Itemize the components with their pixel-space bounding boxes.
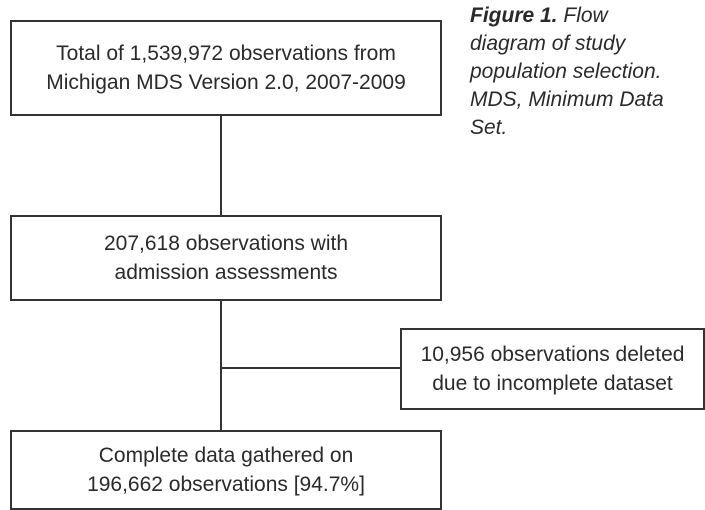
node-label: 196,662 observations [94.7%] bbox=[87, 473, 365, 496]
caption-text: Flow diagram of study population selecti… bbox=[470, 4, 664, 139]
caption-label: Figure 1. bbox=[470, 4, 558, 27]
node-label: admission assessments bbox=[114, 261, 338, 284]
caption: Figure 1. Flow diagram of study populati… bbox=[470, 2, 685, 142]
node-label: Michigan MDS Version 2.0, 2007-2009 bbox=[46, 71, 406, 94]
node-label: due to incomplete dataset bbox=[432, 372, 673, 395]
node-label: 207,618 observations with bbox=[104, 232, 348, 255]
node-label: Complete data gathered on bbox=[98, 444, 354, 467]
node-label: Total of 1,539,972 observations from bbox=[56, 42, 396, 65]
node: 207,618 observations with admission asses… bbox=[10, 215, 442, 301]
node: 10,956 observations deleted due to incomp… bbox=[400, 328, 705, 410]
node-label: 10,956 observations deleted bbox=[420, 343, 685, 366]
node: Complete data gathered on 196,662 observa… bbox=[10, 430, 442, 510]
node: Total of 1,539,972 observations from Mich… bbox=[10, 20, 442, 116]
